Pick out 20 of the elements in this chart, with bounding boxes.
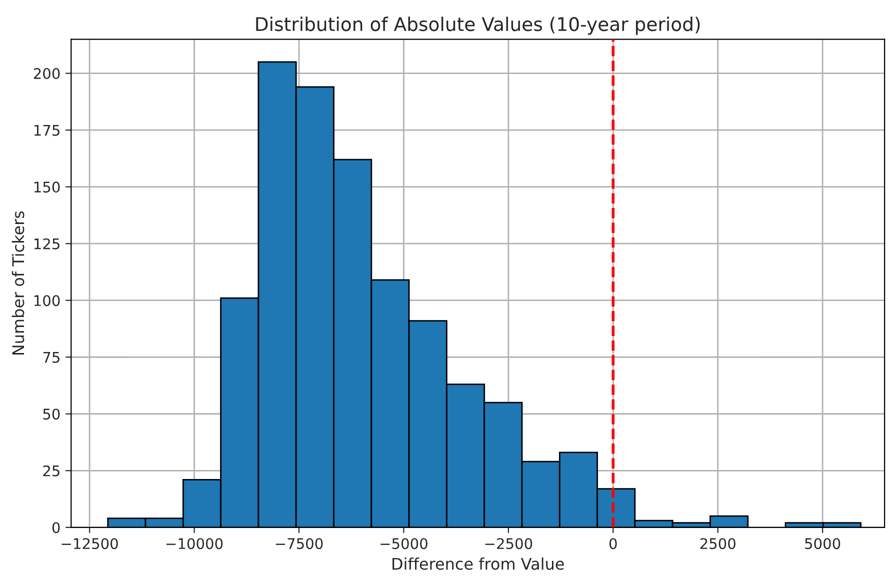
y-axis-title: Number of Tickers [12, 211, 24, 355]
y-tick-label: 50 [43, 408, 60, 420]
x-tick-label: −7500 [276, 538, 323, 550]
x-tick-label: 0 [609, 538, 617, 550]
chart-title: Distribution of Absolute Values (10-year period) [256, 16, 700, 35]
y-tick-label: 125 [34, 238, 60, 250]
x-axis-title: Difference from Value [392, 557, 564, 570]
x-tick-label: 5000 [805, 538, 840, 550]
y-tick-label: 75 [43, 352, 60, 363]
y-tick-label: 0 [52, 522, 60, 534]
y-tick-label: 200 [34, 68, 60, 80]
y-tick-label: 175 [34, 124, 60, 136]
y-tick-label: 150 [34, 182, 60, 193]
x-tick-label: 2500 [700, 538, 736, 550]
x-tick-label: −5000 [380, 538, 428, 550]
x-tick-label: −10000 [166, 538, 223, 550]
y-tick-label: 100 [34, 295, 60, 306]
y-tick-label: 25 [43, 465, 60, 476]
x-tick-label: −12500 [62, 538, 118, 550]
x-tick-label: −2500 [485, 538, 532, 550]
